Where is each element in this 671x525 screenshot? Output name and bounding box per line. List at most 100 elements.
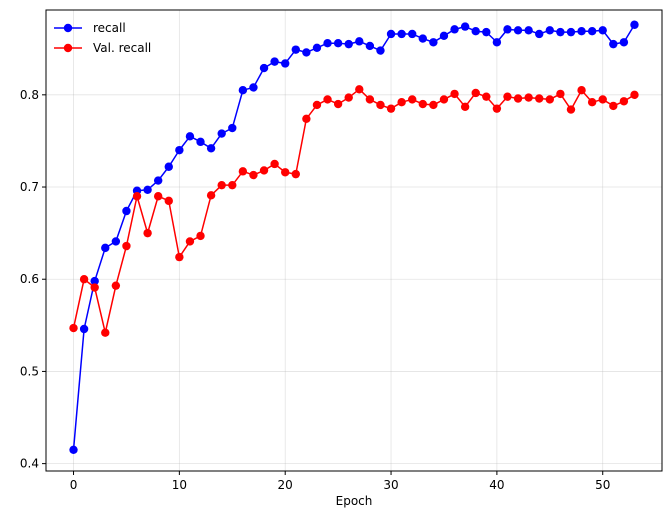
x-tick-label: 10 xyxy=(172,478,187,492)
data-point xyxy=(143,228,152,238)
data-point xyxy=(302,48,311,57)
data-point xyxy=(587,27,597,36)
data-point xyxy=(513,94,523,103)
data-point xyxy=(228,180,237,190)
y-tick-label: 0.8 xyxy=(20,88,39,102)
data-point xyxy=(206,144,216,153)
data-point xyxy=(556,89,565,99)
data-point xyxy=(69,323,78,333)
data-point xyxy=(122,241,131,251)
data-point xyxy=(249,170,258,180)
x-axis: 0 10 20 30 40 50 xyxy=(70,471,610,492)
data-point xyxy=(609,101,618,111)
data-point xyxy=(619,38,629,47)
data-point xyxy=(460,22,470,31)
data-point xyxy=(291,169,300,179)
data-point xyxy=(630,20,639,29)
data-point xyxy=(90,276,99,286)
data-point xyxy=(397,98,406,107)
data-point xyxy=(545,26,555,35)
data-point xyxy=(503,25,512,34)
data-point xyxy=(153,176,163,185)
data-point xyxy=(439,95,449,104)
data-point xyxy=(566,105,576,114)
data-point xyxy=(450,89,459,99)
data-point xyxy=(323,38,332,48)
data-point xyxy=(238,86,248,95)
plot-frame xyxy=(45,9,663,472)
legend-label: Val. recall xyxy=(93,41,151,55)
series-recall xyxy=(69,20,639,454)
x-axis-label: Epoch xyxy=(336,494,373,508)
data-point xyxy=(333,38,343,48)
data-point xyxy=(429,38,438,47)
legend-item: recall xyxy=(54,21,126,35)
x-tick-label: 40 xyxy=(489,478,504,492)
y-tick-label: 0.6 xyxy=(20,272,39,286)
data-point xyxy=(524,93,533,102)
data-point xyxy=(577,86,586,95)
data-point xyxy=(270,159,279,169)
data-point xyxy=(408,95,417,104)
data-point xyxy=(513,26,523,35)
data-point xyxy=(418,99,427,109)
data-point xyxy=(270,57,279,66)
data-point xyxy=(101,328,110,337)
data-point xyxy=(524,26,533,35)
data-point xyxy=(175,252,184,262)
data-point xyxy=(503,92,512,101)
data-point xyxy=(206,191,216,200)
data-point xyxy=(196,137,205,147)
data-point xyxy=(482,92,491,101)
data-point xyxy=(111,281,121,290)
data-point xyxy=(312,43,322,53)
legend-marker xyxy=(63,23,73,33)
data-point xyxy=(259,166,269,175)
data-point xyxy=(217,180,226,190)
data-point xyxy=(217,129,226,138)
data-point xyxy=(185,237,195,246)
data-point xyxy=(281,168,290,177)
legend: recall Val. recall xyxy=(54,21,151,55)
data-point xyxy=(535,29,544,39)
data-point xyxy=(185,132,195,141)
data-point xyxy=(228,123,237,133)
data-point xyxy=(598,95,607,104)
x-tick-label: 20 xyxy=(278,478,293,492)
data-point xyxy=(429,100,438,110)
data-point xyxy=(376,46,385,55)
data-point xyxy=(365,95,375,104)
x-tick-label: 0 xyxy=(70,478,78,492)
data-point xyxy=(132,192,142,201)
data-point xyxy=(143,185,152,194)
data-point xyxy=(111,237,121,246)
x-tick-label: 50 xyxy=(595,478,610,492)
data-point xyxy=(302,114,311,123)
data-point xyxy=(482,27,491,37)
data-point xyxy=(630,90,639,100)
data-point xyxy=(376,100,385,110)
data-point xyxy=(153,192,163,201)
y-axis: 0.4 0.5 0.6 0.7 0.8 xyxy=(20,88,46,471)
data-point xyxy=(556,27,565,37)
data-point xyxy=(450,25,459,34)
data-point xyxy=(355,37,364,46)
data-point xyxy=(535,94,544,103)
data-point xyxy=(122,206,131,216)
legend-marker xyxy=(63,43,73,53)
data-point xyxy=(291,45,300,54)
data-point xyxy=(90,283,99,292)
data-point xyxy=(79,275,89,284)
data-point xyxy=(238,167,248,176)
data-point xyxy=(492,38,502,47)
series-layer xyxy=(69,20,639,454)
data-point xyxy=(598,26,607,35)
x-tick-label: 30 xyxy=(383,478,398,492)
data-point xyxy=(545,95,555,104)
data-point xyxy=(365,41,375,51)
data-point xyxy=(386,29,396,39)
data-point xyxy=(587,98,597,107)
y-tick-label: 0.7 xyxy=(20,180,39,194)
